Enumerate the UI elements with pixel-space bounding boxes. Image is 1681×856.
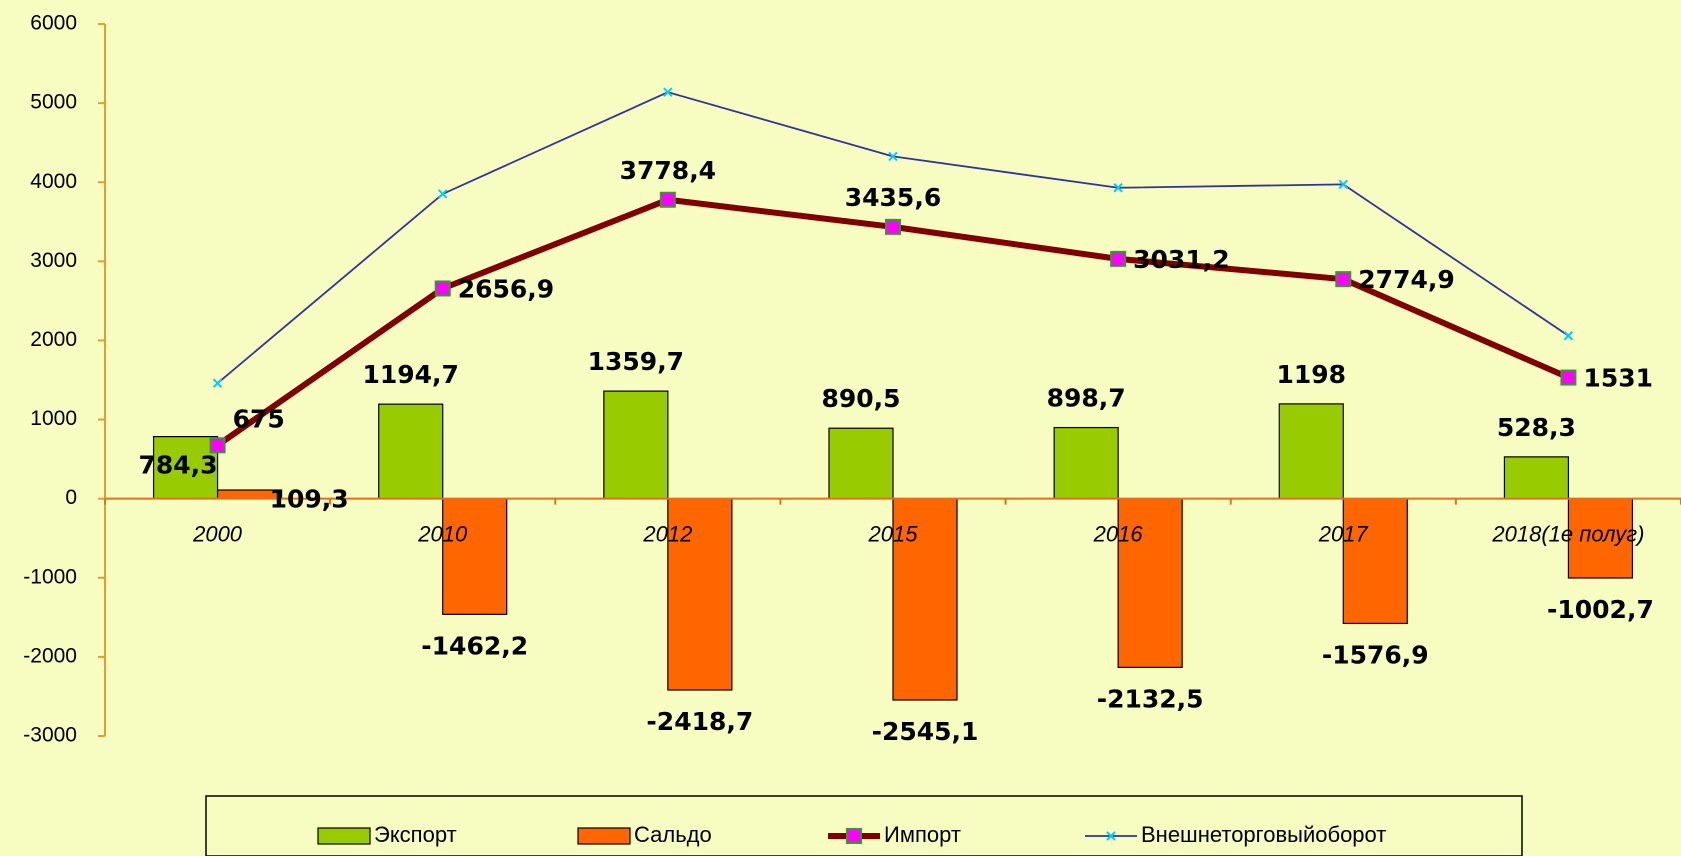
y-tick-label: -2000: [23, 644, 77, 667]
data-label: -2418,7: [646, 707, 753, 736]
legend-label: Сальдо: [634, 822, 712, 847]
data-label: -2132,5: [1097, 684, 1204, 713]
marker: [1110, 250, 1127, 267]
y-tick-label: -3000: [23, 724, 77, 747]
data-label: 109,3: [270, 485, 349, 514]
y-tick-label: 5000: [30, 91, 77, 114]
x-tick-label: 2012: [642, 521, 692, 546]
legend-label: Импорт: [884, 822, 961, 847]
bar: [1503, 456, 1570, 500]
data-label: 1198: [1276, 360, 1346, 389]
bar: [442, 498, 508, 615]
x-tick-label: 2016: [1093, 521, 1144, 546]
marker: [888, 151, 898, 162]
marker: [212, 378, 223, 388]
marker: [434, 280, 451, 297]
data-label: 528,3: [1497, 413, 1576, 442]
x-tick-label: 2017: [1318, 521, 1369, 546]
legend-box: [205, 795, 1523, 856]
y-tick-label: 4000: [30, 170, 77, 193]
marker: [663, 87, 673, 97]
bar: [667, 498, 733, 691]
data-label: 3031,2: [1133, 245, 1229, 274]
x-tick-label: 2000: [192, 521, 243, 546]
y-tick-label: -1000: [23, 565, 77, 588]
x-tick-label: 2010: [417, 521, 468, 546]
data-label: 3778,4: [620, 156, 716, 185]
data-label: 898,7: [1047, 384, 1126, 413]
data-label: 675: [233, 404, 285, 433]
bar: [378, 403, 444, 500]
legend-label: Экспорт: [374, 822, 457, 847]
data-label: 2656,9: [458, 274, 554, 303]
marker: [1563, 331, 1574, 341]
legend-label: Внешнеторговыйоборот: [1141, 822, 1386, 847]
marker: [659, 191, 676, 208]
data-label: -1462,2: [421, 631, 528, 660]
data-label: -1002,7: [1547, 595, 1654, 624]
y-tick-label: 1000: [30, 407, 77, 430]
bar: [152, 436, 219, 500]
data-label: -2545,1: [872, 717, 979, 746]
legend-swatch: [577, 827, 631, 845]
marker: [1113, 183, 1123, 193]
data-label: 1531: [1583, 364, 1653, 393]
legend-marker: [846, 828, 862, 844]
marker: [1338, 179, 1348, 190]
data-label: -1576,9: [1322, 640, 1429, 669]
line: [216, 91, 1569, 384]
x-tick-label: 2015: [868, 521, 919, 546]
x-tick-label: 2018(1е полуг): [1491, 521, 1644, 546]
marker: [1335, 271, 1352, 288]
bar: [1053, 426, 1119, 500]
y-tick-label: 6000: [30, 12, 77, 35]
marker: [438, 189, 448, 199]
y-tick-label: 0: [65, 486, 77, 509]
y-tick-label: 3000: [30, 249, 77, 272]
legend-swatch: [317, 827, 371, 845]
legend-marker: [1106, 831, 1116, 841]
marker: [1560, 369, 1577, 386]
bar: [828, 427, 894, 500]
y-tick-label: 2000: [30, 328, 77, 351]
bar: [892, 498, 958, 701]
data-label: 890,5: [821, 384, 900, 413]
data-label: 2774,9: [1358, 265, 1454, 294]
bar: [1278, 403, 1344, 500]
data-label: 1194,7: [362, 360, 458, 389]
data-label: 1359,7: [588, 347, 684, 376]
data-label: 3435,6: [845, 183, 941, 212]
marker: [209, 437, 226, 454]
marker: [885, 218, 901, 235]
bar: [1342, 498, 1408, 625]
data-label: 784,3: [138, 451, 217, 480]
bar: [603, 390, 669, 500]
